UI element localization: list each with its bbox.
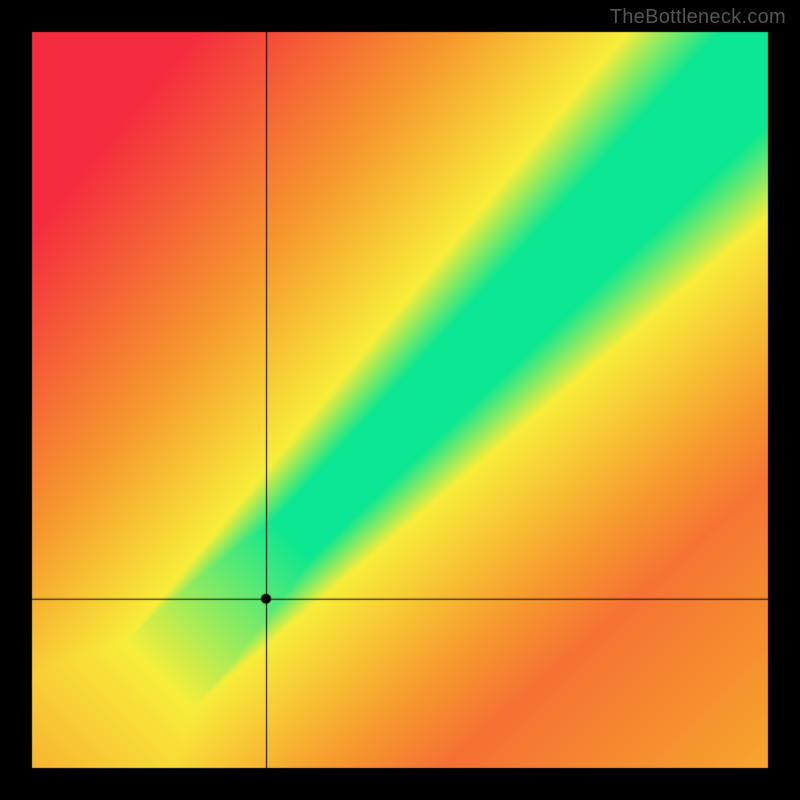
watermark-text: TheBottleneck.com xyxy=(610,6,786,29)
bottleneck-heatmap xyxy=(0,0,800,800)
chart-container: TheBottleneck.com xyxy=(0,0,800,800)
